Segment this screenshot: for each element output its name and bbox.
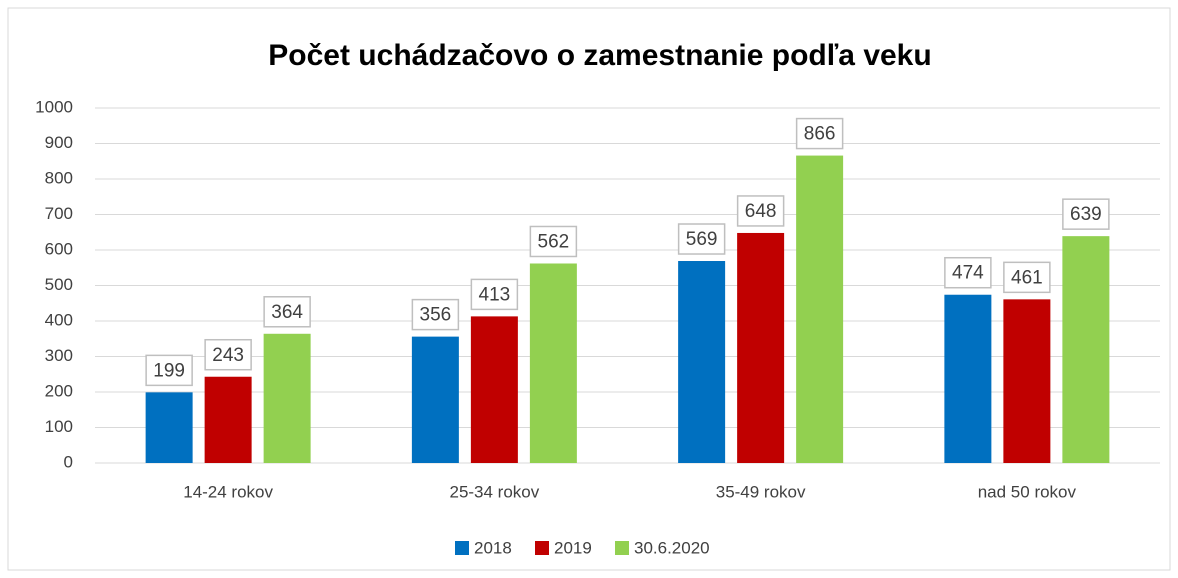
data-label: 562 <box>538 232 570 253</box>
data-label: 639 <box>1070 204 1102 225</box>
data-label: 243 <box>212 345 244 366</box>
data-label: 866 <box>804 124 836 145</box>
data-label: 648 <box>745 201 777 222</box>
bar <box>1003 299 1051 463</box>
data-label-box <box>1062 198 1110 230</box>
y-tick-label: 700 <box>45 204 73 223</box>
chart-title: Počet uchádzačovo o zamestnanie podľa ve… <box>268 39 931 72</box>
legend-swatch <box>535 541 549 555</box>
data-label-box <box>204 338 252 371</box>
bar <box>1062 236 1110 463</box>
legend-label: 30.6.2020 <box>634 538 710 557</box>
x-tick-label: nad 50 rokov <box>978 482 1077 501</box>
data-label-box <box>736 195 785 227</box>
data-label-box <box>529 225 578 258</box>
data-label-box <box>145 354 193 387</box>
x-tick-label: 14-24 rokov <box>183 482 273 501</box>
y-tick-label: 1000 <box>35 97 73 116</box>
y-tick-label: 400 <box>45 310 73 329</box>
data-label-box <box>944 256 992 289</box>
data-label: 364 <box>271 302 303 323</box>
data-label-box <box>470 278 519 311</box>
data-label: 199 <box>153 360 185 381</box>
data-label-box <box>677 223 726 255</box>
y-tick-label: 800 <box>45 168 73 187</box>
y-tick-label: 300 <box>45 346 73 365</box>
data-label: 569 <box>686 229 718 250</box>
data-label: 413 <box>479 284 511 305</box>
y-tick-label: 500 <box>45 275 73 294</box>
data-label: 474 <box>952 263 984 284</box>
chart-frame <box>7 7 1171 571</box>
bar <box>944 294 992 463</box>
data-label-box <box>411 298 460 331</box>
y-tick-label: 200 <box>45 381 73 400</box>
bar <box>529 263 577 463</box>
y-tick-label: 900 <box>45 133 73 152</box>
bar <box>470 316 518 463</box>
data-label-box <box>795 117 844 150</box>
y-tick-label: 0 <box>64 452 73 471</box>
legend-swatch <box>455 541 469 555</box>
y-tick-label: 100 <box>45 417 73 436</box>
legend-label: 2019 <box>554 538 592 557</box>
legend-label: 2018 <box>474 538 512 557</box>
data-label-box <box>263 296 311 328</box>
bar <box>145 392 193 463</box>
data-label: 356 <box>420 305 452 326</box>
bar <box>263 333 311 463</box>
legend-swatch <box>615 541 629 555</box>
data-label: 461 <box>1011 267 1043 288</box>
bar <box>678 261 726 463</box>
data-label-box <box>1003 261 1051 294</box>
x-tick-label: 25-34 rokov <box>449 482 539 501</box>
bar <box>737 232 785 463</box>
bar <box>796 155 844 463</box>
bar <box>411 336 459 463</box>
bar <box>204 376 252 463</box>
x-tick-label: 35-49 rokov <box>716 482 806 501</box>
y-tick-label: 600 <box>45 239 73 258</box>
